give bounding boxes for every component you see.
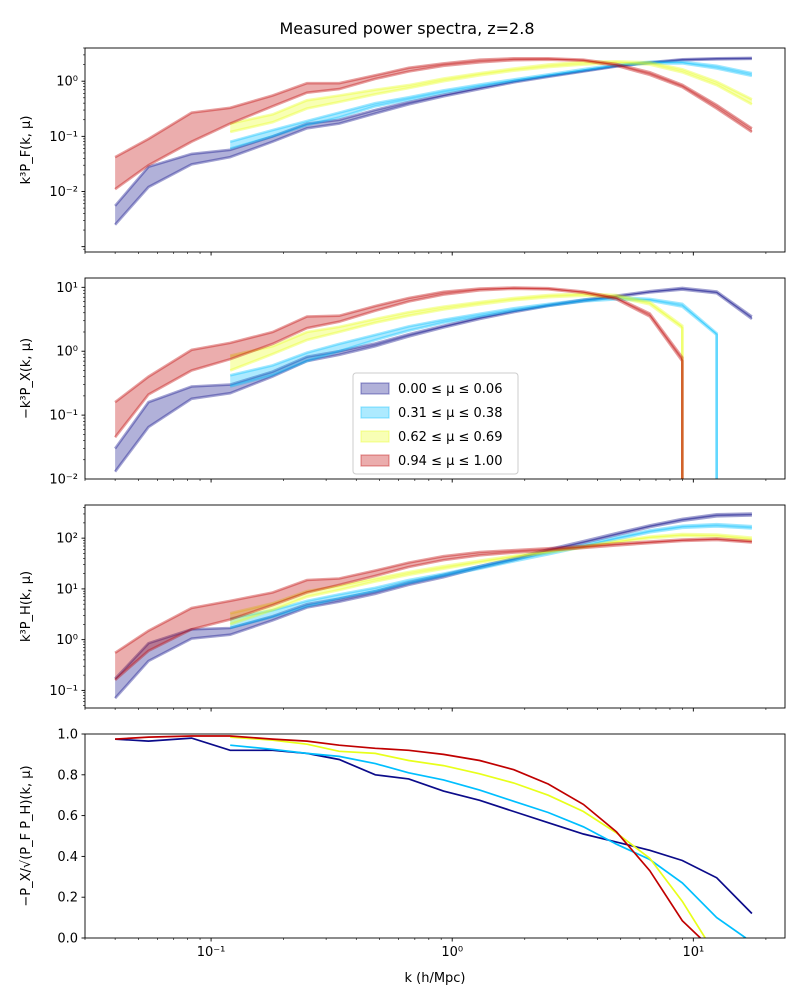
legend-label-mu1: 0.31 ≤ μ ≤ 0.38 [398, 406, 502, 421]
panel-ratio-xlabel: k (h/Mpc) [404, 971, 465, 986]
panel-PF-ytick-label: 10⁰ [56, 75, 78, 90]
panel-PH-band-lower-mu2 [229, 534, 753, 626]
panel-PH-ytick-label: 10⁻¹ [49, 684, 78, 699]
panel-PX-band-upper-mu0 [114, 286, 753, 450]
panel-ratio-ylabel: −P_X/√(P_F P_H)(k, μ) [19, 765, 34, 906]
panel-PF-band-upper-mu1 [229, 60, 753, 143]
panel-PF-band-lower-mu0 [114, 57, 752, 226]
panel-ratio-ytick-label: 0.0 [57, 932, 78, 947]
panel-ratio-xtick-label: 10¹ [682, 945, 704, 960]
panel-PH-band-upper-mu3 [114, 537, 752, 654]
panel-PF-band-lower-mu3 [114, 58, 753, 191]
legend-label-mu3: 0.94 ≤ μ ≤ 1.00 [398, 454, 502, 469]
legend-swatch-mu0 [360, 382, 390, 395]
panel-ratio-ytick-label: 0.6 [57, 809, 78, 824]
panel-PX-ytick-label: 10⁻² [49, 473, 78, 488]
panel-PH-band-lower-mu0 [114, 514, 752, 700]
legend-swatch-mu3 [360, 454, 390, 467]
panel-ratio-line-mu2 [230, 736, 706, 938]
figure-title: Measured power spectra, z=2.8 [280, 19, 535, 38]
legend-swatch-mu1 [360, 406, 390, 419]
panel-PF-band-upper-mu0 [114, 56, 752, 207]
panel-PF-band-upper-mu3 [114, 56, 753, 159]
legend-label-mu2: 0.62 ≤ μ ≤ 0.69 [398, 430, 502, 445]
panel-ratio-xtick-label: 10⁻¹ [197, 945, 226, 960]
panel-PX-ytick-label: 10¹ [56, 281, 78, 296]
panel-PX-band-upper-mu3 [114, 286, 684, 479]
panel-PF-ylabel: k³P_F(k, μ) [19, 116, 34, 185]
panel-PH-ylabel: k³P_H(k, μ) [19, 571, 34, 642]
panel-PX-ytick-label: 10⁻¹ [49, 409, 78, 424]
panel-PX: 10⁻² 10⁻¹ 10⁰ 10¹ −k³P_X(k, μ) 0.00 ≤ μ ≤ 0.0… [19, 277, 786, 488]
panel-ratio-xtick-label: 10⁰ [441, 945, 463, 960]
panel-PF: 10⁻² 10⁻¹ 10⁰ k³P_F(k, μ) [19, 47, 786, 256]
panel-PX-band-lower-mu2 [229, 294, 684, 479]
legend: 0.00 ≤ μ ≤ 0.06 0.31 ≤ μ ≤ 0.38 0.62 ≤ μ ≤… [352, 372, 519, 475]
panel-PF-plot-area [114, 56, 753, 226]
panel-PX-band-upper-mu2 [229, 292, 684, 479]
panel-ratio-ytick-label: 0.4 [57, 850, 78, 865]
panel-PH-ytick-label: 10¹ [56, 582, 78, 597]
panel-PH-band-mu3 [115, 538, 752, 680]
panel-PF-frame [84, 47, 786, 253]
panel-PX-band-mu1 [230, 297, 717, 479]
panel-PX-ylabel: −k³P_X(k, μ) [19, 338, 34, 419]
panel-PH-band-lower-mu1 [229, 525, 752, 630]
panel-ratio-ytick-label: 1.0 [57, 728, 78, 743]
panel-ratio: 10⁻¹ 10⁰ 10¹ 0.0 0.2 0.4 0.6 0.8 1.0 −P_X/√(P_F P… [19, 728, 786, 986]
panel-PH-band-lower-mu3 [114, 538, 752, 681]
panel-PX-band-upper-mu1 [229, 295, 719, 479]
panel-ratio-plot-area [115, 735, 753, 938]
panel-PF-band-lower-mu2 [229, 61, 753, 134]
panel-PX-band-lower-mu0 [114, 288, 753, 473]
panel-PX-ytick-label: 10⁰ [56, 345, 78, 360]
legend-frame [352, 372, 519, 475]
panel-PH-band-upper-mu0 [114, 512, 752, 680]
panel-PX-band-lower-mu1 [229, 297, 719, 479]
panel-PX-band-lower-mu3 [114, 287, 684, 479]
panel-PF-band-lower-mu1 [229, 62, 753, 150]
panel-ratio-line-mu0 [115, 737, 753, 915]
panel-ratio-frame [84, 733, 786, 939]
panel-ratio-ytick-label: 0.8 [57, 768, 78, 783]
panel-PX-plot-area [114, 286, 753, 479]
panel-PX-frame [84, 277, 786, 480]
panel-PH-band-upper-mu2 [229, 532, 753, 615]
panel-ratio-ytick-label: 0.2 [57, 891, 78, 906]
legend-label-mu0: 0.00 ≤ μ ≤ 0.06 [398, 382, 502, 397]
panel-ratio-line-mu1 [230, 744, 747, 938]
panel-PF-ytick-label: 10⁻¹ [49, 130, 78, 145]
panel-PH-frame [84, 504, 786, 709]
panel-PH-band-upper-mu1 [229, 522, 752, 620]
panel-PH-ytick-label: 10² [56, 532, 78, 547]
panel-PH-ytick-label: 10⁰ [56, 633, 78, 648]
legend-swatch-mu2 [360, 430, 390, 443]
panel-PF-ytick-label: 10⁻² [49, 185, 78, 200]
panel-ratio-line-mu3 [115, 735, 701, 938]
panel-PH: 10⁻¹ 10⁰ 10¹ 10² k³P_H(k, μ) [19, 504, 786, 712]
panel-PH-plot-area [114, 512, 753, 700]
panel-PF-band-upper-mu2 [229, 59, 753, 125]
panel-PF-band-mu2 [230, 61, 752, 132]
